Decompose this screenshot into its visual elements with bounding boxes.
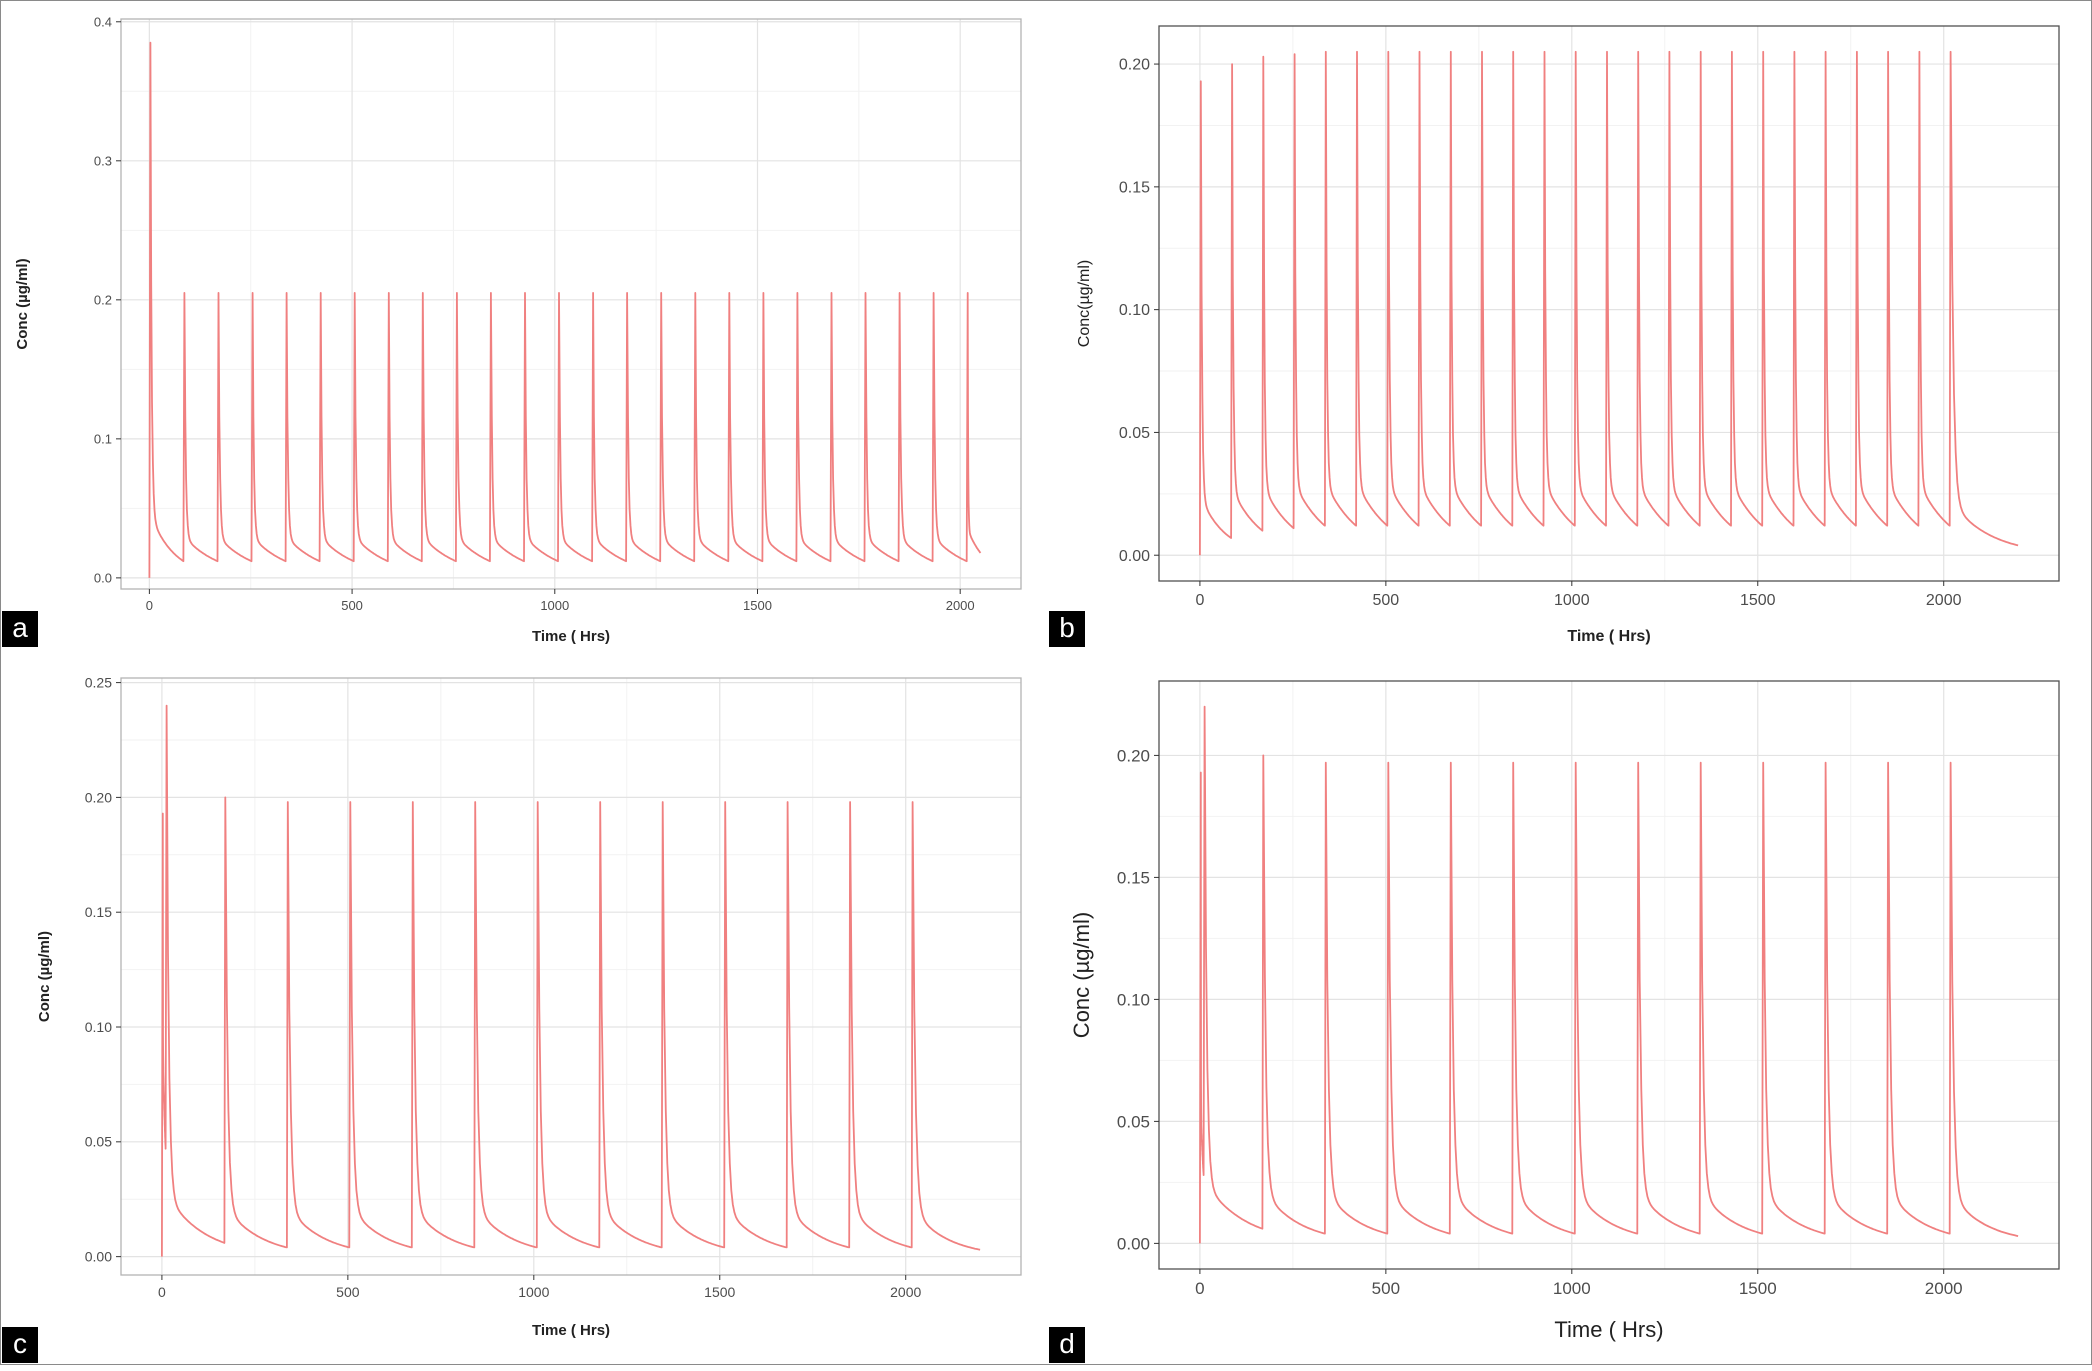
panel-a: 0 500 1000 1500 2000 0.0 0.1 0.2 0.3 0.4 Time ( Hr… (1, 1, 1045, 651)
series-line (148, 41, 982, 578)
plot-area (1159, 681, 2059, 1269)
y-tick-label: 0.05 (85, 1134, 112, 1150)
panel-d: 0 500 1000 1500 2000 0.00 0.05 0.10 0.15 0.20 Time… (1049, 661, 2092, 1366)
plot-area (1159, 26, 2059, 581)
x-tick-label: 1000 (1554, 592, 1590, 609)
y-tick-label: 0.15 (1117, 868, 1150, 887)
x-tick-label: 1000 (540, 598, 569, 613)
panel-label-b: b (1049, 611, 1085, 647)
plot-border (120, 677, 1022, 1276)
y-tick-label: 0.05 (1119, 425, 1150, 442)
x-tick-label: 2000 (890, 1284, 921, 1300)
x-tick-label: 1500 (704, 1284, 735, 1300)
y-tick-label: 0.20 (1117, 746, 1150, 765)
y-axis-title: Conc (µg/ml) (36, 931, 53, 1022)
y-tick-label: 0.1 (94, 431, 112, 446)
y-tick-label: 0.10 (1117, 990, 1150, 1009)
chart-b: 0 500 1000 1500 2000 0.00 0.05 0.10 0.15 0.20 Time… (1076, 25, 2060, 645)
y-tick-label: 0.20 (1119, 57, 1150, 74)
series-line (1199, 705, 2019, 1244)
panel-b: 0 500 1000 1500 2000 0.00 0.05 0.10 0.15 0.20 Time… (1049, 1, 2092, 651)
plot-area (121, 19, 1021, 589)
panel-label-c: c (2, 1327, 38, 1363)
y-tick-label: 0.25 (85, 674, 112, 690)
y-tick-label: 0.00 (1119, 548, 1150, 565)
series-line (161, 704, 981, 1257)
y-tick-label: 0.10 (85, 1019, 112, 1035)
y-tick-label: 0.15 (1119, 179, 1150, 196)
panel-label-d: d (1049, 1327, 1085, 1363)
x-tick-label: 0 (158, 1284, 166, 1300)
y-axis-title: Conc (µg/ml) (1069, 912, 1094, 1038)
x-axis-title: Time ( Hrs) (532, 628, 610, 645)
y-tick-label: 0.05 (1117, 1112, 1150, 1131)
y-axis-title: Conc (µg/ml) (14, 258, 31, 349)
plot-border (120, 18, 1022, 590)
y-tick-label: 0.00 (85, 1249, 112, 1265)
x-tick-label: 1500 (1740, 592, 1776, 609)
x-tick-label: 0 (1195, 1279, 1204, 1298)
x-tick-label: 0 (146, 598, 153, 613)
plot-area (121, 678, 1021, 1275)
panel-label-a: a (2, 611, 38, 647)
x-axis-title: Time ( Hrs) (532, 1322, 610, 1339)
y-tick-label: 0.10 (1119, 302, 1150, 319)
y-tick-label: 0.3 (94, 153, 112, 168)
x-tick-label: 500 (336, 1284, 360, 1300)
plot-border (1158, 680, 2060, 1270)
x-tick-label: 500 (341, 598, 363, 613)
x-axis-title: Time ( Hrs) (1554, 1317, 1663, 1342)
x-tick-label: 500 (1373, 592, 1400, 609)
panel-c: 0 500 1000 1500 2000 0.00 0.05 0.10 0.15 0.20 0.25… (1, 661, 1045, 1366)
plot-border (1158, 25, 2060, 582)
y-tick-label: 0.0 (94, 570, 112, 585)
x-tick-label: 1500 (743, 598, 772, 613)
x-tick-label: 500 (1372, 1279, 1400, 1298)
x-tick-label: 2000 (1925, 1279, 1963, 1298)
y-tick-label: 0.20 (85, 789, 112, 805)
x-tick-label: 1000 (518, 1284, 549, 1300)
y-tick-label: 0.15 (85, 904, 112, 920)
chart-d: 0 500 1000 1500 2000 0.00 0.05 0.10 0.15 0.20 Time… (1069, 680, 2060, 1342)
chart-a: 0 500 1000 1500 2000 0.0 0.1 0.2 0.3 0.4 Time ( Hr… (14, 14, 1022, 645)
series-line (1199, 50, 2019, 556)
y-tick-label: 0.4 (94, 14, 112, 29)
y-tick-label: 0.00 (1117, 1234, 1150, 1253)
x-axis-title: Time ( Hrs) (1567, 628, 1650, 645)
y-axis-title: Conc(µg/ml) (1076, 260, 1093, 347)
y-tick-label: 0.2 (94, 292, 112, 307)
x-tick-label: 1500 (1739, 1279, 1777, 1298)
x-tick-label: 1000 (1553, 1279, 1591, 1298)
x-tick-label: 2000 (1926, 592, 1962, 609)
chart-c: 0 500 1000 1500 2000 0.00 0.05 0.10 0.15 0.20 0.25… (36, 674, 1022, 1339)
x-tick-label: 0 (1195, 592, 1204, 609)
x-tick-label: 2000 (946, 598, 975, 613)
